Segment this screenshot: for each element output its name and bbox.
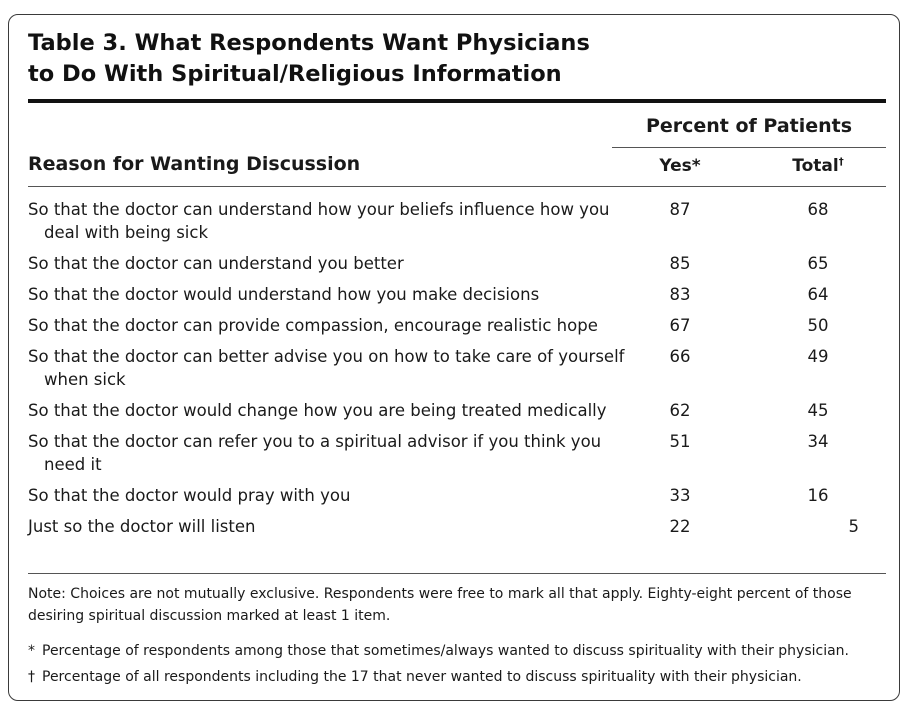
table-row: So that the doctor would understand how … xyxy=(28,283,886,314)
yes-cell: 22 xyxy=(669,517,691,536)
table-row: So that the doctor would pray with you 3… xyxy=(28,484,886,515)
total-cell: 50 xyxy=(807,316,829,335)
total-cell: 34 xyxy=(807,432,829,451)
reason-cell: So that the doctor can better advise you… xyxy=(28,347,625,389)
reason-column-header: Reason for Wanting Discussion xyxy=(28,153,361,175)
table-row: So that the doctor can understand you be… xyxy=(28,252,886,283)
yes-cell: 67 xyxy=(669,316,691,335)
reason-cell: So that the doctor would change how you … xyxy=(28,401,607,420)
total-column-header: Total† xyxy=(758,156,878,176)
footnote-total-text: Percentage of all respondents including … xyxy=(42,669,802,685)
header-rule xyxy=(28,186,886,187)
yes-cell: 87 xyxy=(669,200,691,219)
table-row: So that the doctor can provide compassio… xyxy=(28,314,886,345)
total-cell: 45 xyxy=(807,401,829,420)
footnote-dagger-mark: † xyxy=(28,669,35,685)
total-column-mark: † xyxy=(838,156,844,168)
table-title-line-1: Table 3. What Respondents Want Physician… xyxy=(28,30,590,56)
total-cell: 5 xyxy=(848,517,860,536)
reason-cell: So that the doctor can understand you be… xyxy=(28,254,404,273)
yes-cell: 66 xyxy=(669,347,691,366)
table-body: So that the doctor can understand how yo… xyxy=(28,198,886,546)
reason-cell: So that the doctor can refer you to a sp… xyxy=(28,432,602,474)
reason-cell: So that the doctor would pray with you xyxy=(28,486,351,505)
yes-cell: 62 xyxy=(669,401,691,420)
footnote-total: † Percentage of all respondents including… xyxy=(28,666,898,688)
total-cell: 64 xyxy=(807,285,829,304)
table-frame xyxy=(8,14,900,701)
table-row: So that the doctor can understand how yo… xyxy=(28,198,886,252)
reason-cell: So that the doctor can provide compassio… xyxy=(28,316,598,335)
footnote-asterisk-mark: * xyxy=(28,643,35,659)
title-rule xyxy=(28,99,886,103)
footnote-yes: * Percentage of respondents among those t… xyxy=(28,640,898,662)
table-row: So that the doctor would change how you … xyxy=(28,399,886,430)
total-cell: 68 xyxy=(807,200,829,219)
total-cell: 65 xyxy=(807,254,829,273)
group-header-rule xyxy=(612,147,886,148)
table-title-line-2: to Do With Spiritual/Religious Informati… xyxy=(28,61,562,87)
table-row: Just so the doctor will listen 22 5 xyxy=(28,515,886,546)
yes-cell: 85 xyxy=(669,254,691,273)
table-note: Note: Choices are not mutually exclusive… xyxy=(28,586,852,624)
table-row: So that the doctor can better advise you… xyxy=(28,345,886,399)
yes-cell: 83 xyxy=(669,285,691,304)
yes-cell: 51 xyxy=(669,432,691,451)
footnote-yes-text: Percentage of respondents among those th… xyxy=(42,643,850,659)
total-column-label: Total xyxy=(792,156,839,176)
reason-cell: Just so the doctor will listen xyxy=(28,517,256,536)
percent-group-header: Percent of Patients xyxy=(645,115,853,137)
table-row: So that the doctor can refer you to a sp… xyxy=(28,430,886,484)
total-cell: 49 xyxy=(807,347,829,366)
total-cell: 16 xyxy=(807,486,829,505)
yes-cell: 33 xyxy=(669,486,691,505)
yes-column-header: Yes* xyxy=(659,156,701,176)
reason-cell: So that the doctor can understand how yo… xyxy=(28,200,610,242)
table-title: Table 3. What Respondents Want Physician… xyxy=(28,28,878,90)
table-bottom-rule xyxy=(28,573,886,574)
reason-cell: So that the doctor would understand how … xyxy=(28,285,540,304)
